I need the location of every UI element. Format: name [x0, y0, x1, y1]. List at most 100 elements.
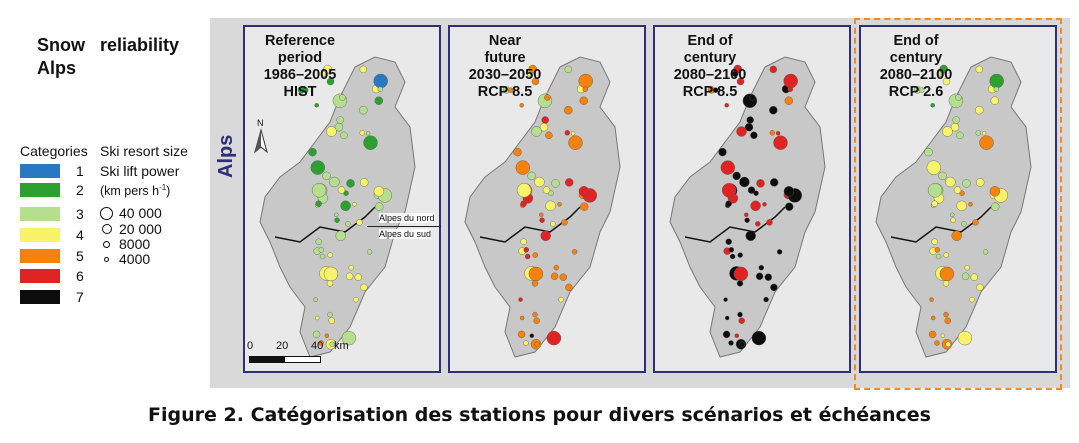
ski-resort-dot [970, 273, 979, 281]
ski-resort-dot [374, 202, 384, 211]
ski-resort-dot [508, 87, 514, 93]
ski-resort-dot [773, 135, 788, 150]
ski-resort-dot [769, 178, 779, 187]
ski-resort-dot [359, 65, 368, 74]
highlight-frame [854, 18, 1062, 390]
ski-resort-dot [564, 65, 573, 74]
ski-resort-dot [542, 186, 551, 194]
alps-map [875, 56, 1032, 358]
ski-resort-dot [578, 73, 593, 89]
category-swatch [20, 290, 60, 304]
title-line-2: Alps [37, 58, 77, 78]
ski-resort-dot [734, 333, 740, 338]
ski-resort-dot [523, 340, 529, 346]
ski-resort-dot [345, 272, 354, 281]
ski-resort-dot [318, 340, 324, 346]
ski-resort-dot [739, 176, 750, 188]
title-line-1b: reliability [100, 35, 180, 55]
category-label: 5 [76, 248, 84, 264]
alps-map [259, 56, 416, 358]
scale-tick-20: 20 [276, 340, 289, 352]
ski-resort-dot [377, 86, 384, 92]
ski-resort-dot [352, 202, 357, 207]
ski-resort-dot [939, 64, 948, 74]
panel-label: End of century 2080–2100 RCP 2.6 [879, 33, 953, 100]
category-swatch [20, 228, 60, 242]
ski-resort-dot [359, 178, 369, 187]
ski-resort-dot [744, 122, 754, 132]
ski-resort-dot [353, 296, 359, 303]
legend-size-row: 20 000 [100, 221, 162, 237]
ski-resort-dot [919, 87, 925, 93]
size-circle [103, 240, 110, 248]
ski-resort-dot [519, 103, 524, 108]
category-swatch [20, 269, 60, 283]
ski-resort-dot [938, 171, 947, 181]
ski-resort-dot [976, 283, 984, 292]
ski-resort-dot [539, 217, 545, 223]
ski-resort-dot [335, 230, 346, 242]
ski-resort-dot [981, 131, 987, 136]
category-swatch [20, 164, 60, 178]
legend-size-row: 8000 [100, 236, 150, 252]
ski-resort-dot [518, 297, 523, 302]
panel-label: Near future 2030–2050 RCP 8.5 [468, 33, 542, 100]
ski-resort-dot [721, 183, 737, 198]
map-panel-near-future: Near future 2030–2050 RCP 8.5 [448, 25, 646, 373]
legend-size-row: 40 000 [100, 205, 162, 221]
alps-outline [669, 56, 826, 358]
ski-resort-dot [314, 315, 320, 321]
ski-resort-dot [336, 116, 344, 124]
ski-resort-dot [935, 253, 942, 260]
ski-resort-dot [993, 86, 1000, 92]
ski-resort-dot [365, 131, 371, 136]
ski-resort-dot [329, 341, 335, 347]
ski-resort-dot [723, 297, 728, 302]
ski-resort-dot [531, 280, 539, 287]
ski-resort-dot [738, 317, 745, 324]
ski-resort-dot [739, 341, 745, 347]
legend-size-unit: (km pers h-1) [100, 183, 171, 199]
legend-category-row: 4 [20, 226, 84, 244]
ski-resort-dot [528, 64, 537, 74]
ski-resort-dot [545, 200, 556, 212]
ski-resort-dot [546, 330, 562, 346]
size-circle [100, 206, 113, 220]
ski-resort-dot [524, 253, 531, 260]
legend-size-title-2: Ski lift power [100, 163, 180, 179]
legend-size-title-1: Ski resort size [100, 143, 188, 159]
category-swatch [20, 207, 60, 221]
ski-resort-dot [713, 87, 719, 93]
ski-resort-dot [728, 340, 734, 346]
category-label: 6 [76, 268, 84, 284]
ski-resort-dot [356, 219, 363, 226]
ski-resort-dot [737, 311, 743, 318]
ski-resort-dot [737, 252, 743, 258]
ski-resort-dot [310, 160, 326, 175]
ski-resort-dot [528, 266, 544, 282]
ski-resort-dot [523, 247, 530, 253]
ski-resort-dot [534, 341, 540, 347]
ski-resort-dot [756, 179, 765, 188]
category-label: 4 [76, 227, 84, 243]
north-south-divider [367, 226, 441, 227]
ski-resort-dot [733, 266, 749, 282]
ski-resort-dot [783, 186, 795, 197]
alps-map [669, 56, 826, 358]
ski-resort-dot [755, 221, 761, 227]
ski-resort-dot [930, 103, 935, 108]
ski-resort-dot [539, 212, 544, 218]
ski-resort-dot [513, 147, 522, 157]
ski-resort-dot [341, 330, 357, 346]
ski-resort-dot [314, 103, 319, 108]
ski-resort-dot [311, 183, 327, 198]
ski-resort-dot [728, 247, 735, 253]
north-arrow-label: N [257, 118, 264, 128]
ski-resort-dot [990, 96, 1000, 105]
legend-category-row: 1 [20, 162, 84, 180]
legend-categories-title: Categories [20, 143, 88, 159]
ski-resort-dot [769, 130, 776, 136]
ski-resort-dot [527, 171, 536, 181]
ski-resort-dot [784, 96, 794, 105]
ski-resort-dot [770, 283, 778, 292]
